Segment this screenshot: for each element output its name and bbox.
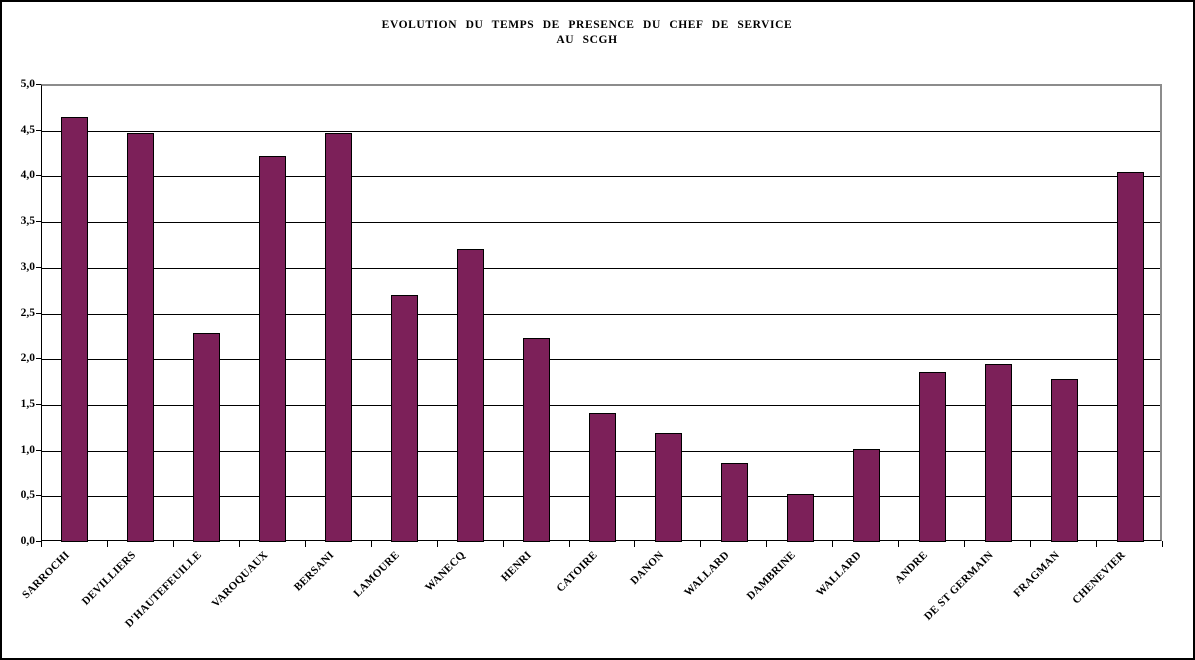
bar-wallard-13 (853, 449, 880, 542)
x-axis-tick-1 (107, 541, 108, 547)
x-axis-label-danon-10: DANON (627, 549, 666, 588)
bar-wanecq-7 (457, 249, 484, 542)
bar-wallard-11 (721, 463, 748, 542)
y-axis-label-2_5: 2,5 (20, 307, 35, 319)
x-axis-label-andre-14: ANDRE (892, 549, 930, 587)
x-axis-label-wallard-11: WALLARD (682, 549, 732, 599)
x-axis-label-varoquaux-4: VAROQUAUX (209, 549, 271, 610)
x-axis-label-lamoure-6: LAMOURE (351, 549, 403, 600)
x-axis-label-bersani-5: BERSANI (291, 549, 337, 594)
y-axis-tick-4_0 (36, 175, 41, 176)
bar-dambrine-12 (787, 494, 814, 542)
gridline-3_5 (42, 222, 1160, 223)
x-axis-tick-11 (766, 541, 767, 547)
y-axis-label-3_5: 3,5 (20, 215, 35, 227)
bar-andre-14 (919, 372, 946, 542)
y-axis-tick-0_0 (36, 541, 41, 542)
bar-bersani-5 (325, 133, 352, 542)
x-axis-label-catoire-9: CATOIRE (554, 549, 600, 595)
x-axis-tick-12 (832, 541, 833, 547)
y-axis-label-3_0: 3,0 (20, 261, 35, 273)
bar-fragman-16 (1051, 379, 1078, 542)
gridline-2_5 (42, 314, 1160, 315)
bar-devilliers-2 (127, 133, 154, 542)
x-axis-tick-3 (239, 541, 240, 547)
chart-title: EVOLUTION DU TEMPS DE PRESENCE DU CHEF D… (381, 19, 793, 31)
y-axis-tick-4_5 (36, 130, 41, 131)
plot-area (41, 84, 1162, 542)
x-axis-tick-13 (898, 541, 899, 547)
x-axis-label-sarrochi-1: SARROCHI (20, 549, 73, 602)
bar-lamoure-6 (391, 295, 418, 542)
y-axis-tick-3_5 (36, 221, 41, 222)
bar-chenevier-17 (1117, 172, 1144, 542)
chart-title-block: EVOLUTION DU TEMPS DE PRESENCE DU CHEF D… (2, 18, 1172, 48)
y-axis-label-0_0: 0,0 (20, 535, 35, 547)
y-axis-label-1_0: 1,0 (20, 444, 35, 456)
x-axis-tick-10 (700, 541, 701, 547)
y-axis-tick-5_0 (36, 84, 41, 85)
x-axis-tick-15 (1030, 541, 1031, 547)
x-axis-label-fragman-16: FRAGMAN (1010, 549, 1062, 600)
x-axis-tick-17 (1162, 541, 1163, 547)
bar-henri-8 (523, 338, 550, 542)
x-axis-label-d-hautefeuille-3: D'HAUTEFEUILLE (123, 549, 205, 631)
bar-sarrochi-1 (61, 117, 88, 542)
x-axis-tick-7 (503, 541, 504, 547)
y-axis-label-4_5: 4,5 (20, 124, 35, 136)
x-axis-tick-8 (569, 541, 570, 547)
y-axis-tick-2_5 (36, 313, 41, 314)
gridline-3_0 (42, 268, 1160, 269)
x-axis-label-dambrine-12: DAMBRINE (744, 549, 798, 603)
x-axis-label-wanecq-7: WANECQ (423, 549, 469, 594)
y-axis-tick-1_0 (36, 450, 41, 451)
y-axis-tick-3_0 (36, 267, 41, 268)
x-axis-tick-0 (41, 541, 42, 547)
bar-varoquaux-4 (259, 156, 286, 542)
y-axis-label-2_0: 2,0 (20, 352, 35, 364)
chart-subtitle: AU SCGH (556, 34, 618, 46)
x-axis-tick-4 (305, 541, 306, 547)
x-axis-tick-16 (1096, 541, 1097, 547)
y-axis-label-1_5: 1,5 (20, 398, 35, 410)
x-axis-label-chenevier-17: CHENEVIER (1070, 549, 1128, 607)
x-axis-tick-2 (173, 541, 174, 547)
y-axis-label-4_0: 4,0 (20, 169, 35, 181)
y-axis-label-0_5: 0,5 (20, 489, 35, 501)
bar-d-hautefeuille-3 (193, 333, 220, 542)
x-axis-tick-6 (437, 541, 438, 547)
gridline-4_0 (42, 176, 1160, 177)
x-axis-tick-14 (964, 541, 965, 547)
y-axis-tick-2_0 (36, 358, 41, 359)
gridline-2_0 (42, 359, 1160, 360)
gridline-1_5 (42, 405, 1160, 406)
x-axis-tick-5 (371, 541, 372, 547)
bar-danon-10 (655, 433, 682, 542)
gridline-4_5 (42, 131, 1160, 132)
x-axis-tick-9 (634, 541, 635, 547)
bar-catoire-9 (589, 413, 616, 542)
y-axis-label-5_0: 5,0 (20, 78, 35, 90)
x-axis-label-henri-8: HENRI (499, 549, 535, 585)
y-axis-tick-0_5 (36, 495, 41, 496)
x-axis-label-wallard-13: WALLARD (814, 549, 864, 599)
x-axis-label-devilliers-2: DEVILLIERS (79, 549, 139, 608)
bar-de-st-germain-15 (985, 364, 1012, 542)
y-axis-tick-1_5 (36, 404, 41, 405)
x-axis-label-de-st-germain-15: DE ST GERMAIN (921, 549, 996, 623)
